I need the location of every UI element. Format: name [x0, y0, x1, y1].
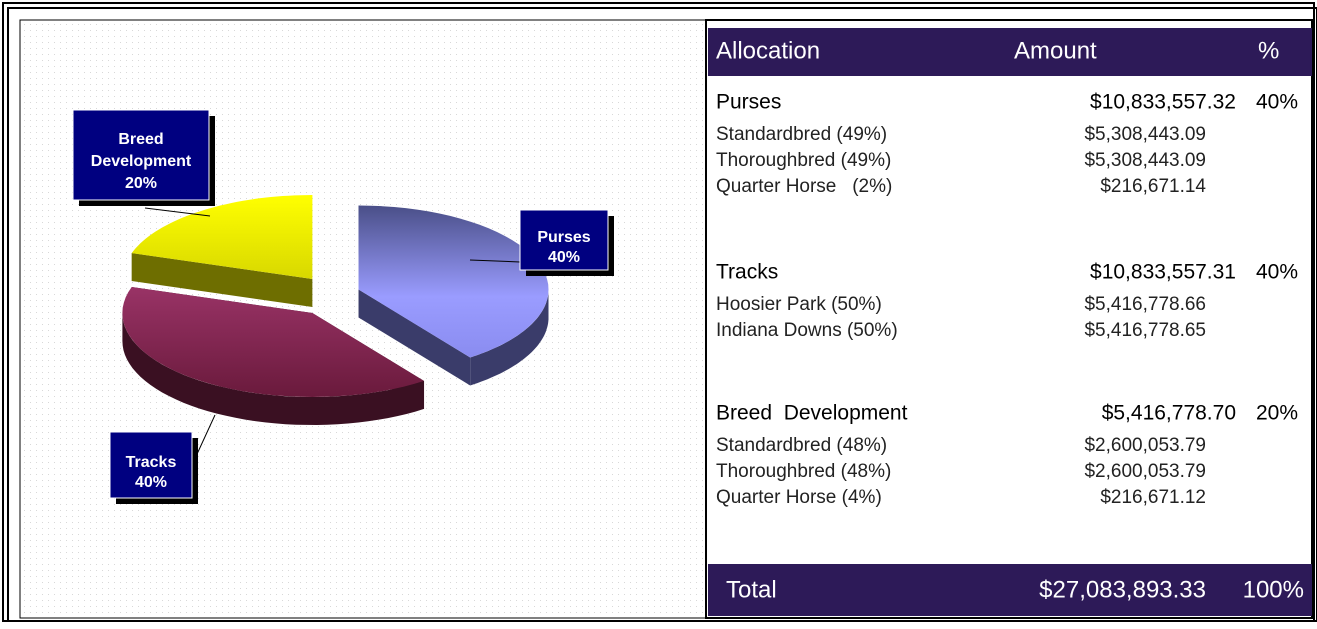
row-label: Thoroughbred (48%) — [716, 461, 891, 482]
row-label: Standardbred (48%) — [716, 435, 887, 456]
group-name: Tracks — [716, 261, 778, 284]
header-cell: Allocation — [716, 37, 820, 64]
data-label-value: 20% — [125, 175, 157, 192]
row-amount: $5,416,778.65 — [1084, 320, 1206, 341]
header-cell: Amount — [1014, 37, 1097, 64]
data-label-value: 40% — [135, 474, 167, 491]
table-panel — [705, 19, 1313, 619]
table: Allocation Amount % Purses $10,833,557.32 40%… — [716, 37, 1304, 603]
slice — [131, 195, 313, 280]
slice-side — [122, 313, 425, 425]
row-amount: $216,671.14 — [1100, 176, 1206, 197]
data-label-value: 40% — [548, 249, 580, 266]
table-total — [708, 564, 1312, 616]
table-header — [708, 28, 1312, 76]
group-name: Purses — [716, 91, 781, 114]
row-label: Thoroughbred (49%) — [716, 150, 891, 171]
leader-line — [144, 207, 211, 217]
data-label-name: Tracks — [126, 454, 177, 471]
header-cell: % — [1258, 37, 1279, 64]
label-box — [109, 431, 193, 499]
total-cell: 100% — [1243, 576, 1304, 603]
row-amount: $5,308,443.09 — [1084, 150, 1206, 171]
slice — [122, 287, 425, 397]
row-label: Indiana Downs (50%) — [716, 320, 898, 341]
group-percent: 40% — [1256, 91, 1298, 114]
leader-line — [469, 259, 521, 263]
slice-side — [470, 289, 549, 386]
row-amount: $5,308,443.09 — [1084, 124, 1206, 145]
group-amount: $10,833,557.32 — [1090, 91, 1236, 114]
label-box — [519, 209, 609, 271]
group-percent: 20% — [1256, 402, 1298, 425]
total-cell: Total — [726, 576, 777, 603]
row-amount: $2,600,053.79 — [1084, 461, 1206, 482]
group-amount: $10,833,557.31 — [1090, 261, 1236, 284]
pie: Purses 40% Tracks 40% Breed Development 20% — [72, 109, 614, 504]
row-amount: $2,600,053.79 — [1084, 435, 1206, 456]
row-label: Hoosier Park (50%) — [716, 294, 882, 315]
data-label-name: Breed Development — [91, 131, 192, 170]
group-percent: 40% — [1256, 261, 1298, 284]
row-amount: $216,671.12 — [1100, 487, 1206, 508]
slice-side — [131, 195, 313, 308]
row-label: Standardbred (49%) — [716, 124, 887, 145]
total-cell: $27,083,893.33 — [1039, 576, 1206, 603]
row-label: Quarter Horse (4%) — [716, 487, 882, 508]
frame — [7, 7, 1317, 622]
label-box — [72, 109, 210, 201]
slice — [358, 205, 549, 358]
data-label-name: Purses — [537, 229, 590, 246]
group-name: Breed Development — [716, 402, 908, 425]
row-amount: $5,416,778.66 — [1084, 294, 1206, 315]
row-label: Quarter Horse (2%) — [716, 176, 892, 197]
group-amount: $5,416,778.70 — [1102, 402, 1236, 425]
